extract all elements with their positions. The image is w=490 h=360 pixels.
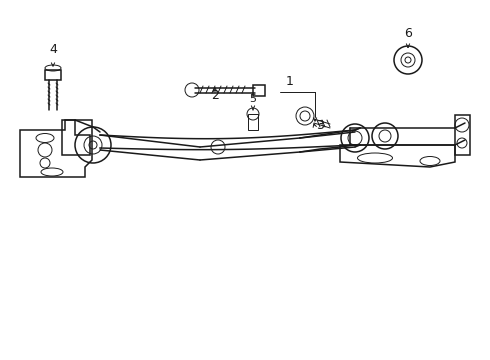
Text: 2: 2 (211, 89, 219, 102)
Text: 3: 3 (316, 119, 324, 132)
Text: 5: 5 (249, 94, 256, 104)
Text: 4: 4 (49, 43, 57, 56)
Text: 1: 1 (286, 75, 294, 88)
Text: 6: 6 (404, 27, 412, 40)
